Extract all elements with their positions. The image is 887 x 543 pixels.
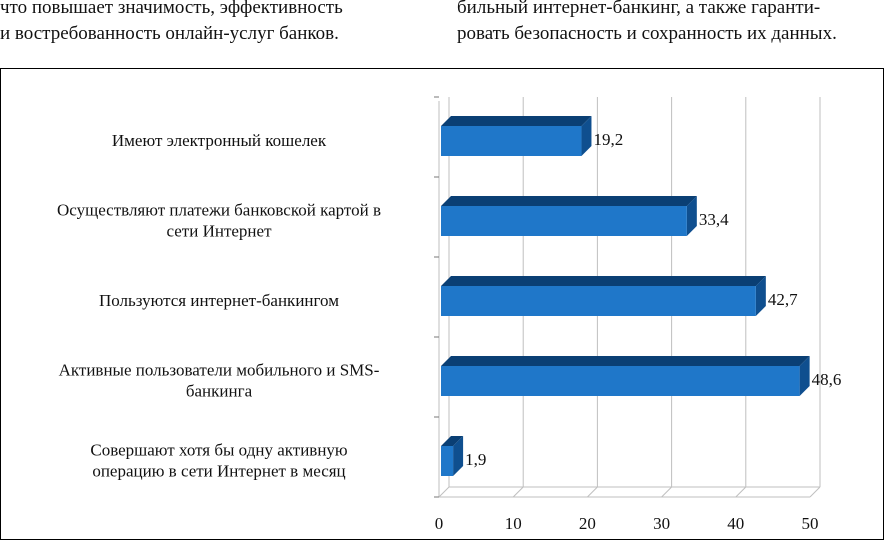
value-label: 33,4: [699, 210, 729, 229]
category-label: Активные пользователи мобильного и SMS-: [59, 361, 380, 380]
x-tick-label: 30: [653, 514, 670, 533]
bar: [441, 286, 756, 316]
category-label: Осуществляют платежи банковской картой в: [57, 201, 381, 220]
x-tick-label: 20: [579, 514, 596, 533]
x-tick-label: 0: [435, 514, 444, 533]
bar-top-face: [441, 356, 810, 366]
gridline-floor: [735, 486, 747, 498]
body-text-right: бильный интернет-банкинг, а также гарант…: [457, 0, 837, 47]
bar-chart: 19,2 Имеют электронный кошелек 33,4 Осущест…: [57, 96, 842, 533]
bar: [441, 126, 582, 156]
category-label: Пользуются интернет-банкингом: [99, 291, 339, 310]
x-tick-label: 50: [802, 514, 819, 533]
bar-end-face: [686, 196, 697, 236]
gridline-floor: [512, 486, 524, 498]
value-label: 19,2: [593, 130, 623, 149]
bar-end-face: [755, 276, 766, 316]
bar: [441, 366, 800, 396]
bar-top-face: [441, 276, 766, 286]
text-line: что повышает значимость, эффективность: [0, 0, 343, 18]
x-tick-label: 40: [727, 514, 744, 533]
category-label: банкинга: [186, 382, 253, 401]
x-tick-label: 10: [505, 514, 522, 533]
category-label: Имеют электронный кошелек: [112, 131, 327, 150]
text-line: бильный интернет-банкинг, а также гарант…: [457, 0, 821, 18]
gridline-floor: [587, 486, 598, 498]
bar-top-face: [441, 116, 592, 126]
gridline-floor: [661, 486, 672, 498]
body-text-left: что повышает значимость, эффективность и…: [0, 0, 343, 47]
value-label: 42,7: [768, 290, 798, 309]
category-label: операцию в сети Интернет в месяц: [92, 462, 345, 481]
bar-top-face: [441, 436, 464, 446]
category-label: сети Интернет: [167, 222, 273, 241]
gridline-floor: [809, 486, 821, 498]
text-line: и востребованность онлайн-услуг банков.: [0, 23, 339, 44]
text-line: ровать безопасность и сохранность их дан…: [457, 23, 837, 44]
chart-frame: 19,2 Имеют электронный кошелек 33,4 Осущест…: [0, 68, 884, 540]
bar-end-face: [453, 436, 464, 476]
bar: [441, 446, 454, 476]
gridline-floor: [438, 486, 450, 498]
value-label: 48,6: [812, 370, 842, 389]
bar-end-face: [799, 356, 810, 396]
bar: [441, 206, 687, 236]
value-label: 1,9: [465, 450, 486, 469]
bar-end-face: [581, 116, 592, 156]
category-label: Совершают хотя бы одну активную: [90, 441, 348, 460]
bar-top-face: [441, 196, 697, 206]
